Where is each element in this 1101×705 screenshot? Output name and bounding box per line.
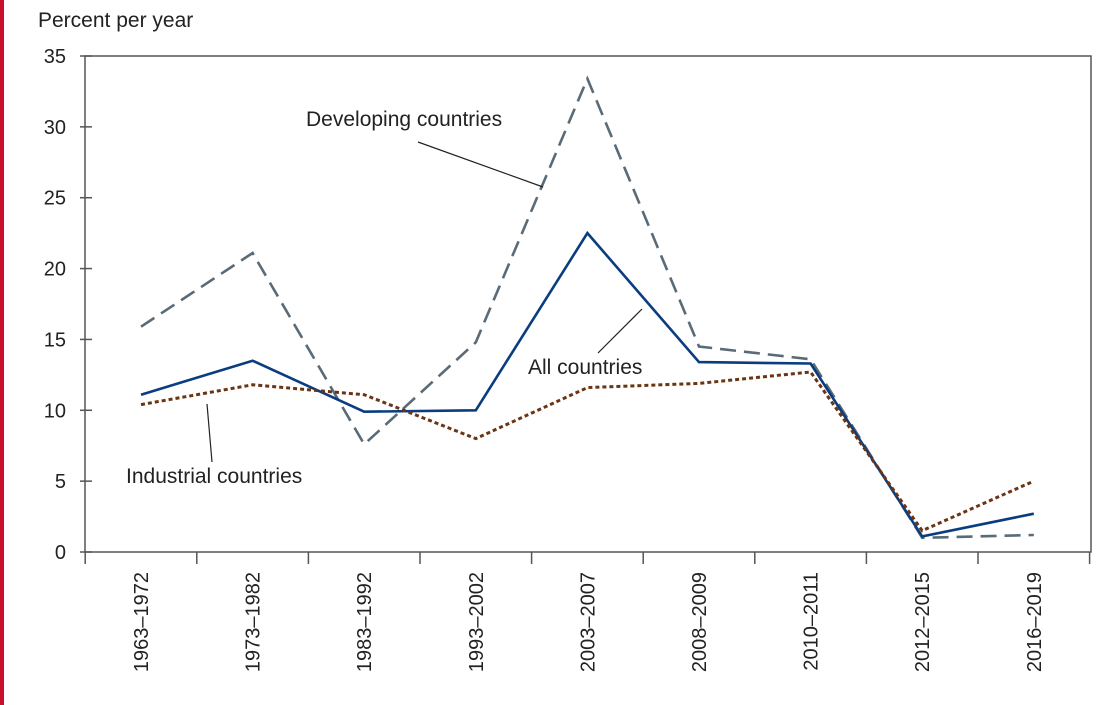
leader-industrial — [206, 403, 213, 463]
leader-all — [597, 308, 643, 354]
y-tick-label: 5 — [55, 471, 66, 493]
y-tick-label: 30 — [44, 117, 66, 139]
x-axis: 1963–1972 1973–1982 1983–1992 1993–2002 2003… — [84, 552, 1091, 672]
x-tick-label: 2016–2019 — [1024, 572, 1046, 672]
left-accent-bar — [0, 0, 4, 705]
plot-frame — [84, 55, 1092, 553]
x-tick-label: 1983–1992 — [354, 572, 376, 672]
series-label-developing: Developing countries — [306, 108, 502, 131]
leader-developing — [417, 141, 544, 188]
y-tick-label: 20 — [44, 259, 66, 281]
series-line-industrial — [140, 370, 1035, 533]
x-tick-label: 1973–1982 — [243, 572, 265, 672]
series-label-all: All countries — [528, 356, 642, 379]
y-axis: 0 5 10 15 20 25 30 35 — [44, 46, 92, 564]
x-tick-label: 1993–2002 — [466, 572, 488, 672]
series-line-all — [140, 230, 1035, 538]
x-tick-label: 1963–1972 — [131, 572, 153, 672]
series-label-industrial: Industrial countries — [126, 465, 302, 488]
x-tick-label: 2008–2009 — [689, 572, 711, 672]
x-tick-label: 2003–2007 — [577, 572, 599, 672]
series-group — [140, 75, 1035, 540]
x-tick-label: 2010–2011 — [801, 572, 823, 671]
y-tick-label: 10 — [44, 400, 66, 422]
y-tick-label: 25 — [44, 188, 66, 210]
x-tick-label: 2012–2015 — [912, 572, 934, 672]
annotations: Developing countries All countries Indus… — [126, 108, 643, 488]
y-tick-label: 15 — [44, 329, 66, 351]
y-axis-label: Percent per year — [38, 9, 193, 32]
y-tick-label: 35 — [44, 46, 66, 68]
y-tick-label: 0 — [55, 542, 66, 564]
